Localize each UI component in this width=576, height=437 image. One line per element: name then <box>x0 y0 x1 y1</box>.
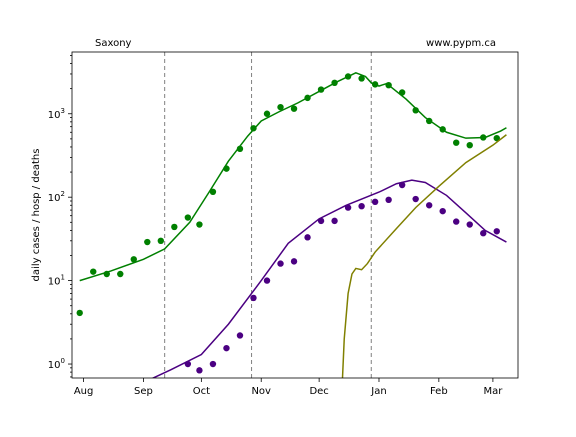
series-1-data-point <box>304 234 311 241</box>
x-tick-label: Mar <box>483 386 503 397</box>
y-tick-label: 102 <box>48 190 65 204</box>
series-0-data-point <box>493 134 500 142</box>
series-0-data-point <box>209 188 217 196</box>
series-0-data-point <box>144 238 151 246</box>
series-1-data-point <box>439 207 446 215</box>
series-1-data-point <box>466 221 473 228</box>
series-1-data-point <box>196 367 203 374</box>
series-1-data-point <box>385 196 392 204</box>
series-0-data-point <box>171 223 178 231</box>
series-0-data-point <box>453 139 460 146</box>
series-0-data-point <box>236 145 244 153</box>
x-tick-label: Nov <box>251 386 271 397</box>
series-0-data-point <box>317 86 325 93</box>
series-2-model-curve <box>341 134 507 378</box>
series-0-data-point <box>358 75 365 82</box>
series-0-data-point <box>331 79 338 87</box>
series-1-data-point <box>493 228 500 235</box>
x-tick-label: Oct <box>193 386 210 397</box>
series-0-data-point <box>103 270 110 278</box>
chart-title-left: Saxony <box>95 38 132 49</box>
series-1-data-point <box>290 258 298 265</box>
series-1-data-point <box>412 195 419 203</box>
series-0-data-point <box>412 107 419 114</box>
series-1-data-point <box>398 181 406 189</box>
series-1-data-point <box>344 204 352 211</box>
series-0-data-point <box>130 256 137 263</box>
y-tick-label: 103 <box>48 107 65 121</box>
chart-title-right: www.pypm.ca <box>426 38 496 49</box>
y-axis-label: daily cases / hosp / deaths <box>31 149 42 282</box>
x-tick-label: Sep <box>134 386 153 397</box>
series-0-data-point <box>184 214 192 221</box>
series-1-data-point <box>277 260 284 267</box>
series-0-data-point <box>344 73 352 80</box>
series-0-data-point <box>371 81 379 88</box>
series-0-data-point <box>439 126 446 133</box>
series-0-data-point <box>425 117 433 125</box>
plot-frame <box>71 51 519 379</box>
series-1-data-point <box>236 332 244 339</box>
y-tick-label: 101 <box>48 274 65 288</box>
x-tick-label: Jan <box>370 386 386 397</box>
series-1-data-point <box>331 217 338 225</box>
series-0-data-point <box>223 165 230 172</box>
series-1-data-point <box>425 202 433 209</box>
series-1-data-point <box>250 294 257 302</box>
series-0-data-point <box>157 237 165 245</box>
series-1-data-point <box>480 230 487 237</box>
series-0-data-point <box>117 270 124 278</box>
series-1-data-point <box>184 360 192 368</box>
series-1-data-point <box>263 277 271 284</box>
series-0-data-point <box>196 221 203 228</box>
series-0-data-point <box>263 110 271 117</box>
y-tick-label: 100 <box>48 357 65 371</box>
series-0-data-point <box>277 103 284 111</box>
x-tick-label: Feb <box>430 386 448 397</box>
x-tick-label: Aug <box>74 386 94 397</box>
x-tick-label: Dec <box>309 386 328 397</box>
series-0-data-point <box>304 94 311 102</box>
series-0-data-point <box>398 89 406 96</box>
series-1-data-point <box>358 202 365 210</box>
series-0-data-point <box>90 268 97 275</box>
series-0-data-point <box>250 125 257 132</box>
series-0-data-point <box>76 309 83 317</box>
series-0-model-curve <box>79 71 507 282</box>
series-1-data-point <box>317 217 325 225</box>
series-1-data-point <box>371 198 379 206</box>
series-0-data-point <box>290 105 298 112</box>
series-1-model-curve <box>151 179 507 378</box>
series-1-data-point <box>223 344 230 352</box>
series-0-data-point <box>480 134 487 141</box>
series-0-data-point <box>385 81 392 89</box>
series-1-data-point <box>453 218 460 225</box>
series-1-data-point <box>209 360 217 368</box>
series-0-data-point <box>466 141 473 149</box>
